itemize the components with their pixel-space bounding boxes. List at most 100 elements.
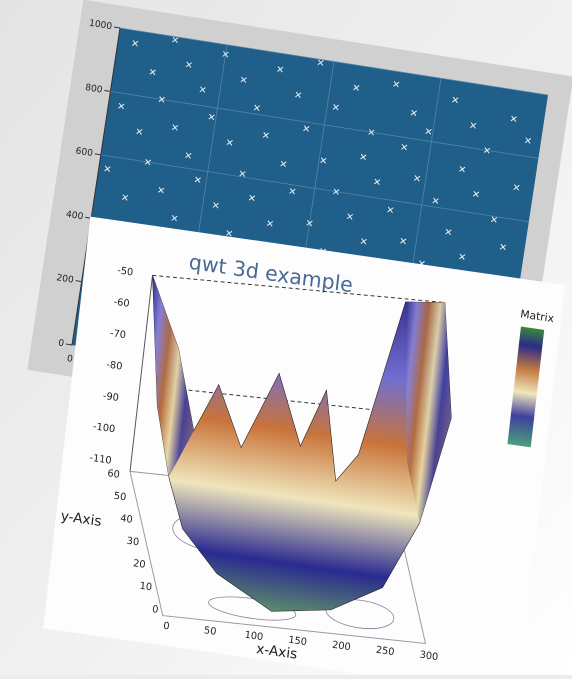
cross-stroke <box>333 189 340 195</box>
scatter-point <box>445 228 452 236</box>
cross-stroke <box>303 126 310 132</box>
scatter-point <box>510 115 517 123</box>
scatter-point <box>171 36 179 44</box>
cross-stroke <box>212 202 220 208</box>
scatter-point <box>452 96 459 104</box>
y-tick-label: 0 <box>152 604 159 616</box>
scatter-point <box>459 165 466 173</box>
x-tick-label: 50 <box>203 625 217 638</box>
cross-stroke <box>306 220 313 226</box>
z-tick-label: -50 <box>117 265 134 278</box>
y-tick <box>113 26 121 29</box>
scatter-point <box>118 102 125 110</box>
cross-stroke <box>401 144 408 150</box>
y-tick <box>94 153 101 156</box>
scatter-point <box>185 152 192 159</box>
scatter-point <box>332 104 340 111</box>
y-tick-label: 800 <box>84 83 103 96</box>
cross-stroke <box>425 128 432 134</box>
x-tick-label: 150 <box>288 635 308 649</box>
z-tick-label: -80 <box>106 359 123 372</box>
scatter-point <box>410 109 418 117</box>
y-tick-label: 30 <box>126 536 140 549</box>
cross-stroke <box>253 105 261 111</box>
scatter-point <box>472 190 480 198</box>
x-tick-label: 0 <box>163 621 170 633</box>
cross-stroke <box>171 37 179 43</box>
cross-stroke <box>225 230 233 236</box>
cross-stroke <box>208 114 215 120</box>
scatter-point <box>199 86 206 93</box>
scatter-point <box>346 213 354 220</box>
cross-stroke <box>136 129 143 135</box>
scatter-point <box>458 253 466 260</box>
cross-stroke <box>459 166 466 172</box>
cross-stroke <box>280 161 287 167</box>
cross-stroke <box>353 85 360 91</box>
cross-stroke <box>144 159 152 165</box>
scatter-point <box>136 128 143 135</box>
cross-stroke <box>104 166 111 172</box>
cross-stroke <box>240 77 247 83</box>
cross-stroke <box>332 104 340 110</box>
scatter-point <box>185 61 193 68</box>
y-tick <box>75 280 82 283</box>
cross-stroke <box>121 195 129 201</box>
scatter-point <box>432 197 439 204</box>
surface <box>152 275 452 612</box>
scatter-point <box>280 160 287 168</box>
cross-stroke <box>158 96 165 102</box>
scatter-point <box>400 237 407 245</box>
y-tick <box>104 89 111 92</box>
y-tick-label: 200 <box>56 273 75 286</box>
scatter-point <box>413 175 421 182</box>
legend-title: Matrix <box>520 307 556 325</box>
scatter-point <box>303 125 310 132</box>
scatter-point <box>149 68 156 76</box>
cross-stroke <box>185 62 193 68</box>
cross-stroke <box>432 198 439 204</box>
scatter-point <box>401 143 408 151</box>
x-axis-label: x-Axis <box>255 641 298 663</box>
cross-stroke <box>410 110 418 116</box>
scatter-point <box>171 215 178 222</box>
z-tick-label: -70 <box>109 328 126 341</box>
scatter-point <box>295 91 302 99</box>
cross-stroke <box>458 254 466 260</box>
scatter-point <box>360 153 367 161</box>
scatter-point <box>289 188 296 195</box>
cross-stroke <box>118 103 125 109</box>
cross-stroke <box>368 129 375 135</box>
scatter-point <box>157 187 165 194</box>
cross-stroke <box>346 213 354 220</box>
y-tick-label: 0 <box>57 338 64 349</box>
z-tick-label: -110 <box>89 453 112 467</box>
cross-stroke <box>393 81 400 87</box>
y-axis-label: y-Axis <box>60 508 102 530</box>
scatter-point <box>222 51 229 58</box>
x-tick-label: 300 <box>419 650 439 664</box>
cross-stroke <box>320 157 327 163</box>
cross-stroke <box>452 97 459 103</box>
scatter-point <box>121 194 129 201</box>
cross-stroke <box>266 220 274 226</box>
legend-bar <box>507 326 545 448</box>
scatter-point <box>212 202 220 209</box>
scatter-point <box>490 216 498 223</box>
scatter-point <box>253 104 261 112</box>
z-axis <box>129 275 153 472</box>
x-tick-label: 0 <box>66 354 73 365</box>
cross-stroke <box>387 207 394 213</box>
scatter-point <box>320 157 327 164</box>
scatter-point <box>360 238 367 245</box>
cross-stroke <box>470 122 477 128</box>
scatter-point <box>158 96 165 103</box>
cross-stroke <box>185 152 192 159</box>
grid-line <box>119 27 549 96</box>
scatter-point <box>194 176 201 183</box>
cross-stroke <box>360 154 367 160</box>
y-tick-label: 400 <box>65 210 84 223</box>
surface-wall <box>405 301 452 524</box>
